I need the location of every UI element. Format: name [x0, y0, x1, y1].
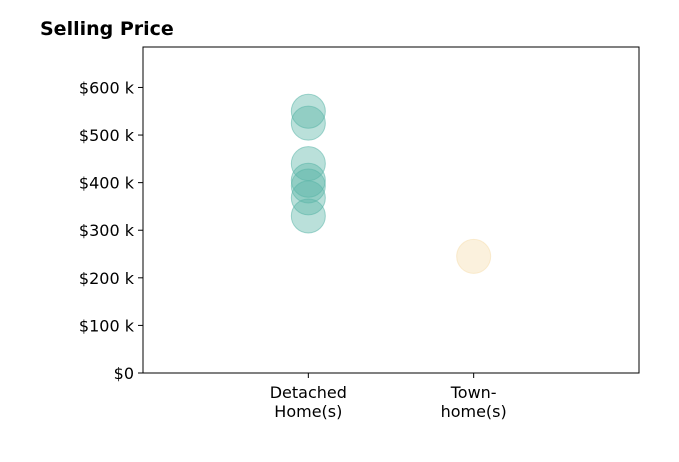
data-point-0-6 — [290, 198, 326, 234]
x-tick-label-line: Home(s) — [274, 402, 342, 421]
y-tick-label-5: $500 k — [79, 126, 135, 145]
x-tick-label-line: Detached — [270, 383, 347, 402]
y-tick-label-4: $400 k — [79, 174, 135, 193]
plot-area-frame — [142, 46, 640, 374]
y-tick-label-0: $0 — [114, 364, 134, 383]
x-tick-label-line: home(s) — [441, 402, 507, 421]
y-tick-label-3: $300 k — [79, 221, 135, 240]
x-tick-label-0: Detached Home(s) — [270, 383, 347, 421]
y-tick-label-1: $100 k — [79, 316, 135, 335]
data-point-1-0 — [456, 238, 492, 274]
data-point-0-0 — [290, 93, 326, 129]
x-tick-label-line: Town- — [450, 383, 497, 402]
chart-title: Selling Price — [40, 18, 174, 40]
y-tick-label-6: $600 k — [79, 78, 135, 97]
x-axis: Detached Home(s) Town-home(s) — [270, 373, 507, 421]
data-marks — [290, 93, 492, 274]
x-tick-label-1: Town-home(s) — [441, 383, 507, 421]
data-point-0-1 — [290, 105, 326, 141]
data-point-0-4 — [290, 168, 326, 204]
y-tick-label-2: $200 k — [79, 269, 135, 288]
y-axis: $0 $100 k $200 k $300 k $400 k $500 k $600 k — [79, 78, 143, 383]
data-point-0-5 — [290, 180, 326, 216]
